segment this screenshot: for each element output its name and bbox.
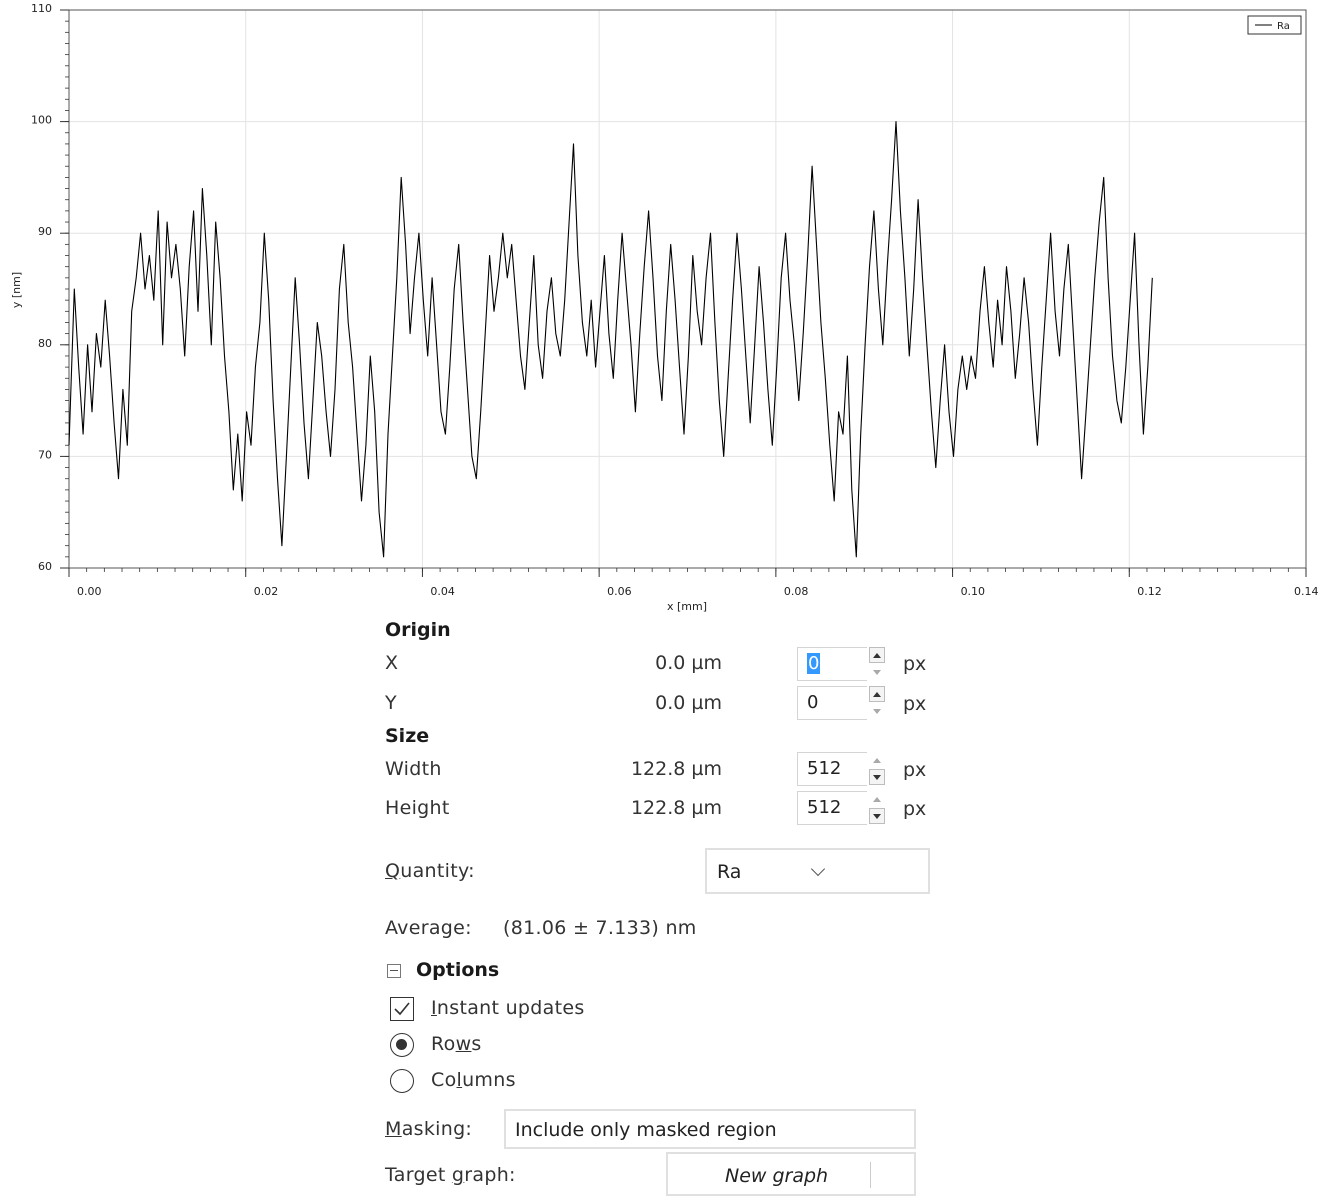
legend: Ra: [1247, 15, 1302, 35]
spin-down-icon[interactable]: [869, 808, 885, 824]
average-label: Average:: [385, 917, 472, 939]
x-tick-label: 0.12: [1137, 585, 1162, 598]
legend-box: [1247, 15, 1302, 35]
width-unit: px: [903, 759, 927, 781]
x-tick-label: 0.06: [607, 585, 632, 598]
origin-y-label: Y: [385, 692, 397, 714]
quantity-dropdown[interactable]: Ra: [705, 848, 930, 894]
width-input-text: 512: [807, 758, 842, 779]
quantity-selected: Ra: [717, 861, 742, 883]
origin-y-input-text: 0: [807, 692, 819, 713]
origin-x-input-text: 0: [807, 653, 821, 674]
quantity-label: Quantity:: [385, 860, 475, 882]
height-label: Height: [385, 797, 450, 819]
y-tick-label: 90: [38, 225, 52, 238]
masking-dropdown[interactable]: Include only masked region: [504, 1109, 916, 1149]
origin-y-spinbox[interactable]: 0: [797, 686, 867, 720]
options-section-title: Options: [416, 959, 500, 981]
height-value: 122.8 µm: [630, 797, 722, 819]
y-tick-label: 70: [38, 448, 52, 461]
origin-x-unit: px: [903, 653, 927, 675]
spin-down-icon[interactable]: [869, 703, 885, 719]
origin-x-spinbox[interactable]: 0: [797, 647, 867, 681]
target-graph-dropdown[interactable]: New graph: [666, 1152, 916, 1196]
x-tick-label: 0.14: [1294, 585, 1319, 598]
legend-label: Ra: [1277, 21, 1290, 32]
masking-selected: Include only masked region: [515, 1119, 777, 1141]
rows-radio[interactable]: [390, 1033, 414, 1057]
height-input-text: 512: [807, 797, 842, 818]
origin-x-label: X: [385, 652, 399, 674]
x-tick-label: 0.04: [430, 585, 455, 598]
spin-up-icon[interactable]: [869, 752, 885, 768]
width-label: Width: [385, 758, 442, 780]
radio-selected-dot: [396, 1039, 407, 1050]
instant-updates-label[interactable]: Instant updates: [431, 997, 585, 1019]
target-graph-selected: New graph: [725, 1165, 829, 1187]
columns-label[interactable]: Columns: [431, 1069, 516, 1091]
chart-grid: [69, 10, 1306, 568]
size-section-title: Size: [385, 725, 430, 747]
origin-y-value: 0.0 µm: [655, 692, 722, 714]
width-value: 122.8 µm: [630, 758, 722, 780]
origin-x-spin-arrows[interactable]: [867, 647, 885, 681]
target-graph-label: Target graph:: [385, 1164, 516, 1186]
spin-up-icon[interactable]: [869, 647, 885, 663]
collapse-icon[interactable]: [387, 964, 401, 978]
width-spinbox[interactable]: 512: [797, 752, 867, 786]
origin-y-spin-arrows[interactable]: [867, 686, 885, 720]
spin-up-icon[interactable]: [869, 686, 885, 702]
height-spin-arrows[interactable]: [867, 791, 885, 825]
tick-labels: 0.00 0.02 0.04 0.06 0.08 0.10 0.12 0.14 60 70 80 90…: [31, 2, 1319, 598]
average-value: (81.06 ± 7.133) nm: [503, 917, 697, 939]
height-unit: px: [903, 798, 927, 820]
spin-up-icon[interactable]: [869, 791, 885, 807]
checkmark-icon: [394, 1002, 410, 1016]
spin-down-icon[interactable]: [869, 664, 885, 680]
x-axis-label: x [mm]: [667, 600, 707, 613]
origin-x-value: 0.0 µm: [655, 652, 722, 674]
y-axis-label: y [nm]: [10, 272, 23, 308]
spin-down-icon[interactable]: [869, 769, 885, 785]
x-tick-label: 0.02: [254, 585, 279, 598]
origin-y-unit: px: [903, 693, 927, 715]
x-tick-label: 0.00: [77, 585, 102, 598]
origin-section-title: Origin: [385, 619, 451, 641]
width-spin-arrows[interactable]: [867, 752, 885, 786]
profile-chart: 0.00 0.02 0.04 0.06 0.08 0.10 0.12 0.14 60 70 80 90…: [10, 2, 1319, 613]
x-tick-label: 0.08: [784, 585, 809, 598]
minor-ticks: [60, 9, 1307, 577]
y-tick-label: 60: [38, 560, 52, 573]
rows-label[interactable]: Rows: [431, 1033, 482, 1055]
dropdown-divider: [870, 1162, 871, 1188]
chevron-down-icon: [810, 861, 826, 877]
x-tick-label: 0.10: [961, 585, 986, 598]
y-tick-label: 100: [31, 114, 52, 127]
columns-radio[interactable]: [390, 1069, 414, 1093]
height-spinbox[interactable]: 512: [797, 791, 867, 825]
instant-updates-checkbox[interactable]: [390, 997, 414, 1021]
series-line-ra: [68, 121, 1153, 558]
masking-label: Masking:: [385, 1118, 473, 1140]
y-tick-label: 110: [31, 2, 52, 15]
y-tick-label: 80: [38, 337, 52, 350]
